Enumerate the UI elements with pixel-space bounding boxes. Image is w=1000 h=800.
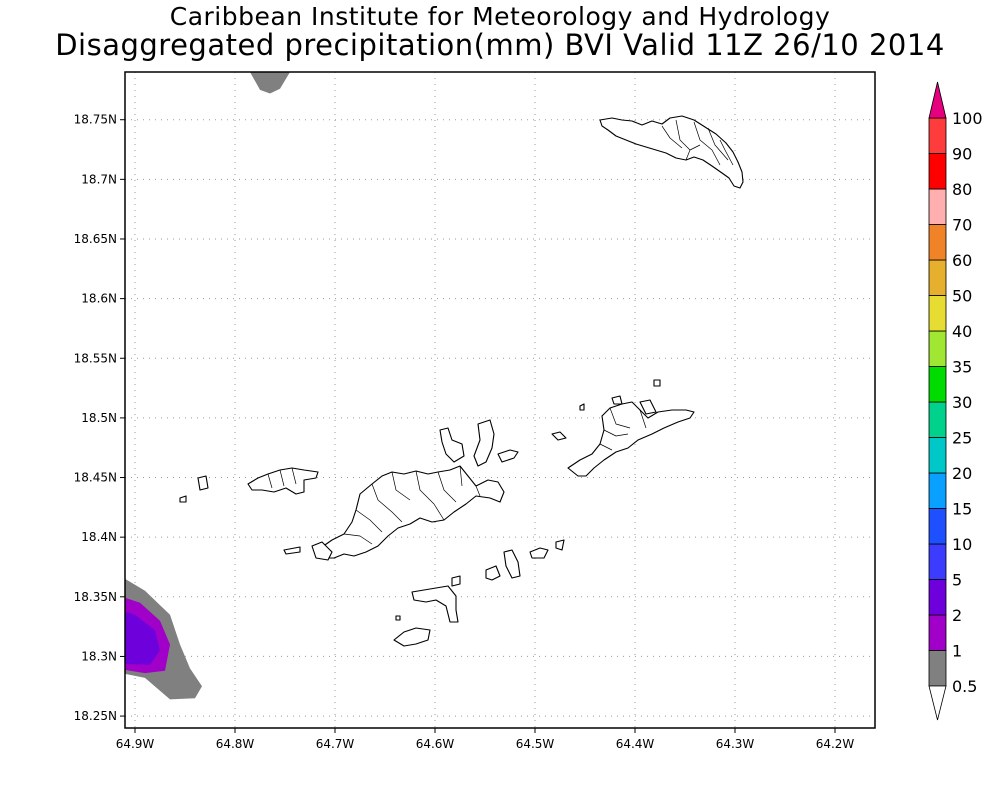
chart-title-line-2: Disaggregated precipitation(mm) BVI Vali…	[55, 28, 945, 62]
island-flanagan	[395, 615, 401, 621]
island-necker	[653, 379, 661, 387]
colorbar-box	[928, 117, 947, 154]
colorbar-label: 35	[952, 358, 972, 377]
x-tick-label: 64.7W	[316, 737, 355, 751]
y-tick-label: 18.5N	[81, 411, 117, 425]
island-fallen-jerusalem	[555, 539, 565, 551]
island-sandy-cay	[179, 495, 187, 503]
y-tick-label: 18.7N	[81, 172, 117, 186]
colorbar-box	[928, 508, 947, 545]
chart-title-line-1: Caribbean Institute for Meteorology and …	[169, 2, 831, 31]
y-tick-label: 18.4N	[81, 530, 117, 544]
colorbar-label: 70	[952, 216, 972, 235]
island-little-thatch	[311, 541, 333, 561]
x-tick-label: 64.2W	[816, 737, 855, 751]
colorbar-label: 1	[952, 642, 962, 661]
island-the-dogs	[551, 431, 567, 441]
colorbar-box	[928, 437, 947, 474]
colorbar-label: 5	[952, 571, 962, 590]
colorbar-label: 10	[952, 535, 972, 554]
island-peter-east	[451, 575, 461, 587]
colorbar-high-triangle	[928, 81, 947, 119]
x-tick-label: 64.8W	[216, 737, 255, 751]
x-tick-label: 64.4W	[616, 737, 655, 751]
colorbar-box	[928, 366, 947, 403]
colorbar-box	[928, 259, 947, 296]
colorbar-label: 2	[952, 606, 962, 625]
x-tick-label: 64.9W	[116, 737, 155, 751]
y-tick-label: 18.55N	[74, 351, 117, 365]
y-tick-label: 18.3N	[81, 649, 117, 663]
y-tick-label: 18.45N	[74, 471, 117, 485]
y-tick-label: 18.75N	[74, 113, 117, 127]
colorbar-box	[928, 224, 947, 261]
colorbar-label: 15	[952, 500, 972, 519]
colorbar-label: 25	[952, 429, 972, 448]
precip-area-2mm	[125, 611, 160, 665]
island-anegada	[599, 115, 744, 189]
island-small-ne	[579, 403, 585, 411]
colorbar-box	[928, 543, 947, 580]
colorbar-box	[928, 295, 947, 332]
island-mosquito	[611, 395, 623, 405]
colorbar-low-triangle	[928, 685, 947, 721]
x-tick-label: 64.5W	[516, 737, 555, 751]
y-tick-label: 18.6N	[81, 292, 117, 306]
axis-labels: 64.9W 64.8W 64.7W 64.6W 64.5W 64.4W 64.3W 64.2W…	[74, 113, 855, 751]
map-background	[125, 72, 875, 728]
colorbar-box	[928, 472, 947, 509]
island-norman	[393, 627, 431, 647]
y-tick-label: 18.25N	[74, 709, 117, 723]
colorbar-label: 90	[952, 145, 972, 164]
colorbar-label: 0.5	[952, 677, 977, 696]
island-small-west	[283, 546, 301, 555]
island-virgin-gorda	[567, 401, 695, 477]
precipitation-layer	[125, 72, 290, 700]
colorbar-label: 30	[952, 393, 972, 412]
island-scrub	[497, 449, 519, 463]
colorbar-label: 100	[952, 109, 983, 128]
precip-area-0.5mm	[250, 72, 290, 94]
colorbar-label: 60	[952, 251, 972, 270]
colorbar-box	[928, 330, 947, 367]
island-little-jost	[197, 475, 209, 491]
island-outlines	[179, 115, 744, 647]
colorbar-box	[928, 153, 947, 190]
colorbar-box	[928, 650, 947, 687]
island-tortola	[321, 465, 505, 559]
map-frame	[124, 71, 876, 729]
colorbar-label: 20	[952, 464, 972, 483]
island-peter	[411, 585, 459, 623]
island-ginger	[529, 547, 549, 559]
colorbar-label: 40	[952, 322, 972, 341]
x-tick-label: 64.6W	[416, 737, 455, 751]
island-cooper	[503, 549, 521, 579]
y-tick-label: 18.35N	[74, 590, 117, 604]
y-tick-label: 18.65N	[74, 232, 117, 246]
colorbar-box	[928, 579, 947, 616]
island-salt	[485, 565, 501, 581]
colorbar-label: 80	[952, 180, 972, 199]
colorbar-box	[928, 401, 947, 438]
x-tick-label: 64.3W	[716, 737, 755, 751]
island-prickly-pear	[639, 399, 657, 415]
colorbar-label: 50	[952, 287, 972, 306]
island-guana	[439, 427, 465, 463]
colorbar-box	[928, 614, 947, 651]
colorbar-box	[928, 188, 947, 225]
island-great-camanoe	[473, 419, 495, 467]
